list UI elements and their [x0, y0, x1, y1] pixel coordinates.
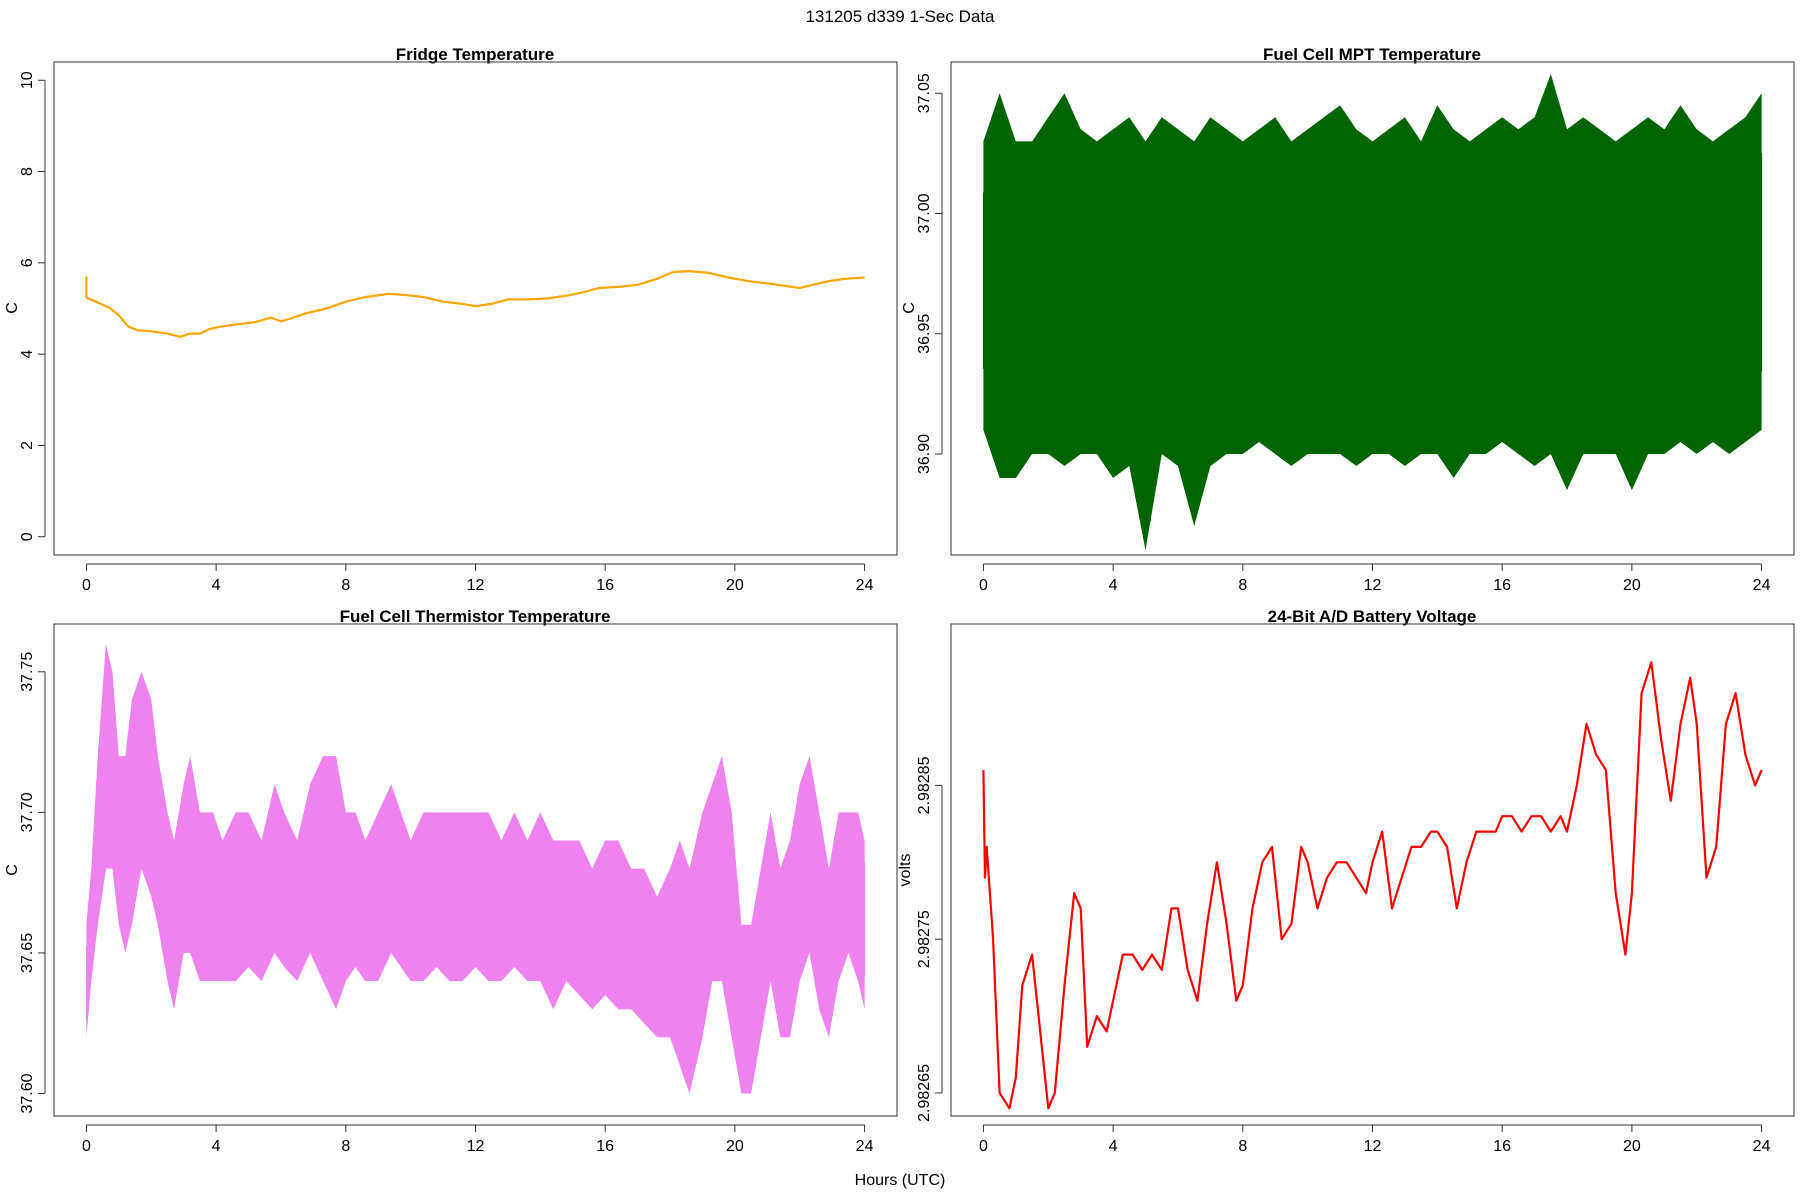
panel-fuel-cell-thermistor-temperature-ytick-label: 37.65: [19, 933, 36, 973]
panel-fridge-temperature-xtick-label: 20: [726, 577, 744, 594]
panel-fridge-temperature-xtick-label: 8: [341, 577, 350, 594]
panel-battery-voltage-series-line: [982, 661, 1763, 1110]
panel-fuel-cell-mpt-temperature-ytick-label: 37.00: [916, 193, 933, 233]
panel-fuel-cell-mpt-temperature-ytick-label: 36.95: [916, 314, 933, 354]
panel-fridge-temperature-ytick-label: 4: [19, 350, 36, 359]
panel-battery-voltage-xtick-label: 20: [1623, 1138, 1641, 1155]
panel-fuel-cell-thermistor-temperature-xtick-label: 4: [212, 1138, 221, 1155]
panel-fridge-temperature-xtick-label: 24: [856, 577, 874, 594]
panel-battery-voltage-ytick-label: 2.98275: [916, 910, 933, 968]
panel-fuel-cell-thermistor-temperature-title: Fuel Cell Thermistor Temperature: [340, 607, 611, 626]
panel-fuel-cell-mpt-temperature-series-spikes: [982, 88, 1763, 537]
panel-fuel-cell-mpt-temperature-xtick-label: 12: [1364, 577, 1382, 594]
panel-fuel-cell-thermistor-temperature-series-spikes: [85, 651, 866, 1085]
panel-fridge-temperature-ytick-label: 2: [19, 441, 36, 450]
panel-fridge-temperature-ytick-label: 10: [19, 71, 36, 89]
panel-fuel-cell-thermistor-temperature-xtick-label: 12: [467, 1138, 485, 1155]
panel-fuel-cell-thermistor-temperature-xtick-label: 20: [726, 1138, 744, 1155]
panel-fridge-temperature-series-line: [85, 270, 865, 338]
panel-fridge-temperature-xtick-label: 0: [82, 577, 91, 594]
panel-fuel-cell-mpt-temperature-xtick-label: 20: [1623, 577, 1641, 594]
panel-fridge-temperature-xtick-label: 16: [596, 577, 614, 594]
panel-fuel-cell-mpt-temperature-ylabel: C: [901, 302, 918, 314]
panel-battery-voltage-xtick-label: 0: [979, 1138, 988, 1155]
panel-fuel-cell-thermistor-temperature-xtick-label: 24: [856, 1138, 874, 1155]
panel-fuel-cell-thermistor-temperature-ylabel: C: [4, 864, 21, 876]
panel-fuel-cell-mpt-temperature-xtick-label: 0: [979, 577, 988, 594]
panel-fuel-cell-thermistor-temperature-frame: [53, 623, 898, 1117]
panel-battery-voltage-xtick-label: 12: [1364, 1138, 1382, 1155]
panel-battery-voltage-ytick-label: 2.98285: [916, 756, 933, 814]
panel-fridge-temperature-xtick-label: 12: [467, 577, 485, 594]
panel-battery-voltage-marks: 0 4 8 12 16 20 24 2.98265 2.98275 2.98285: [916, 661, 1771, 1155]
panel-fuel-cell-mpt-temperature-xtick-label: 24: [1753, 577, 1771, 594]
panel-fuel-cell-mpt-temperature-marks: 0 4 8 12 16 20 24 36.90 36.95 37.00 37.05: [916, 73, 1771, 594]
panel-battery-voltage-xtick-label: 4: [1109, 1138, 1118, 1155]
panel-fuel-cell-thermistor-temperature-xtick-label: 0: [82, 1138, 91, 1155]
panel-fridge-temperature-ytick-label: 6: [19, 258, 36, 267]
figure-title: 131205 d339 1-Sec Data: [805, 7, 995, 26]
panel-fuel-cell-thermistor-temperature-marks: 0 4 8 12 16 20 24 37.60 37.65 37.70 37.75: [19, 643, 874, 1155]
panel-fuel-cell-mpt-temperature-title: Fuel Cell MPT Temperature: [1263, 45, 1481, 64]
panel-battery-voltage-frame: [950, 623, 1795, 1117]
panel-fuel-cell-thermistor-temperature-ytick-label: 37.70: [19, 792, 36, 832]
panel-fuel-cell-mpt-temperature-xtick-label: 4: [1109, 577, 1118, 594]
panel-fuel-cell-thermistor-temperature-ytick-label: 37.60: [19, 1073, 36, 1113]
panel-battery-voltage-xtick-label: 24: [1753, 1138, 1771, 1155]
panel-battery-voltage-title: 24-Bit A/D Battery Voltage: [1268, 607, 1477, 626]
panel-fridge-temperature-frame: [53, 61, 898, 556]
panel-battery-voltage-xtick-label: 16: [1493, 1138, 1511, 1155]
panel-fuel-cell-mpt-temperature-ytick-label: 36.90: [916, 434, 933, 474]
panel-battery-voltage-ylabel: volts: [897, 854, 914, 887]
panel-battery-voltage: 24-Bit A/D Battery Voltage volts 0 4 8 12 16…: [897, 607, 1795, 1155]
panel-fuel-cell-mpt-temperature-ytick-label: 37.05: [916, 73, 933, 113]
panel-fridge-temperature-ytick-label: 0: [19, 532, 36, 541]
panel-fuel-cell-mpt-temperature-xtick-label: 16: [1493, 577, 1511, 594]
panel-fridge-temperature-ytick-label: 8: [19, 167, 36, 176]
panel-fuel-cell-mpt-temperature-frame: [950, 61, 1795, 556]
panel-fuel-cell-mpt-temperature: Fuel Cell MPT Temperature C 0 4 8 12 16 20 24 3…: [901, 45, 1795, 594]
panel-fridge-temperature-xtick-label: 4: [212, 577, 221, 594]
figure-xlabel: Hours (UTC): [855, 1172, 946, 1189]
panel-fuel-cell-thermistor-temperature-ytick-label: 37.75: [19, 652, 36, 692]
panel-fuel-cell-thermistor-temperature: Fuel Cell Thermistor Temperature C 0 4 8 12…: [4, 607, 898, 1155]
panel-battery-voltage-ytick-label: 2.98265: [916, 1064, 933, 1122]
panel-fuel-cell-thermistor-temperature-xtick-label: 8: [341, 1138, 350, 1155]
panel-fridge-temperature-title: Fridge Temperature: [396, 45, 554, 64]
panel-fuel-cell-thermistor-temperature-xtick-label: 16: [596, 1138, 614, 1155]
panel-battery-voltage-xtick-label: 8: [1238, 1138, 1247, 1155]
panel-fridge-temperature-ylabel: C: [4, 302, 21, 314]
panel-fuel-cell-mpt-temperature-xtick-label: 8: [1238, 577, 1247, 594]
